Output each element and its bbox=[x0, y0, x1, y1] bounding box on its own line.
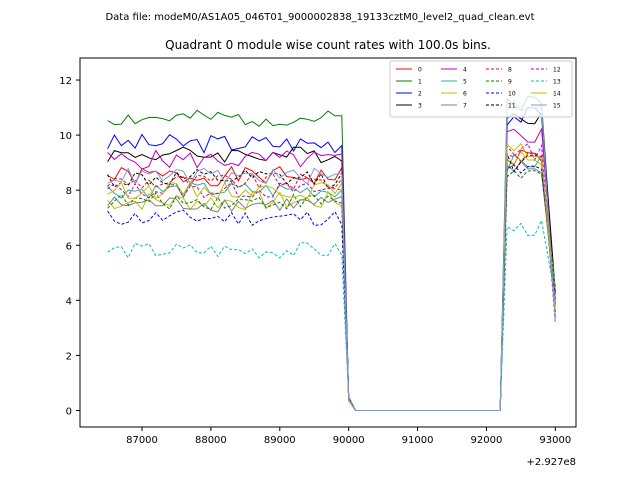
legend-label: 15 bbox=[553, 103, 561, 110]
series-line-15 bbox=[107, 100, 556, 411]
x-tick-label: 89000 bbox=[264, 435, 296, 446]
legend-box bbox=[389, 60, 573, 118]
legend-label: 2 bbox=[418, 91, 422, 98]
y-tick-label: 2 bbox=[66, 351, 72, 362]
x-tick-label: 87000 bbox=[126, 435, 158, 446]
x-tick-label: 90000 bbox=[333, 435, 365, 446]
x-axis: 87000 88000 89000 90000 91000 92000 93000 bbox=[126, 427, 571, 446]
legend-label: 3 bbox=[418, 103, 422, 110]
series-line-5 bbox=[107, 153, 556, 411]
series-line-6 bbox=[107, 151, 556, 411]
x-tick-label: 91000 bbox=[402, 435, 434, 446]
legend-label: 6 bbox=[463, 91, 467, 98]
y-axis: 0 2 4 6 8 10 12 bbox=[59, 76, 80, 417]
x-axis-offset-label: +2.927e8 bbox=[526, 457, 576, 468]
series-line-10 bbox=[107, 164, 556, 411]
legend-label: 5 bbox=[463, 79, 467, 86]
legend-label: 1 bbox=[418, 79, 422, 86]
x-tick-label: 93000 bbox=[539, 435, 571, 446]
legend-label: 12 bbox=[553, 67, 561, 74]
legend-label: 4 bbox=[463, 67, 467, 74]
legend-label: 7 bbox=[463, 103, 467, 110]
y-tick-label: 10 bbox=[59, 131, 72, 142]
series-line-11 bbox=[107, 153, 556, 411]
y-tick-label: 8 bbox=[66, 186, 72, 197]
legend-label: 14 bbox=[553, 91, 561, 98]
series-line-14 bbox=[107, 142, 556, 411]
series-line-2 bbox=[107, 106, 556, 411]
legend-label: 10 bbox=[508, 91, 516, 98]
series-line-1 bbox=[107, 96, 556, 411]
plot-series-group bbox=[107, 96, 556, 411]
figure-suptitle: Data file: modeM0/AS1A05_046T01_90000028… bbox=[105, 12, 534, 23]
chart-title: Quadrant 0 module wise count rates with … bbox=[165, 38, 491, 52]
legend-label: 0 bbox=[418, 67, 422, 74]
x-tick-label: 92000 bbox=[471, 435, 503, 446]
y-tick-label: 0 bbox=[66, 406, 72, 417]
y-tick-label: 12 bbox=[59, 76, 72, 87]
legend-label: 9 bbox=[508, 79, 512, 86]
series-line-9 bbox=[107, 170, 556, 411]
legend-label: 8 bbox=[508, 67, 512, 74]
legend-label: 13 bbox=[553, 79, 561, 86]
plot-frame bbox=[79, 57, 577, 428]
x-tick-label: 88000 bbox=[195, 435, 227, 446]
legend-label: 11 bbox=[508, 103, 516, 110]
y-tick-label: 4 bbox=[66, 296, 72, 307]
series-line-8 bbox=[107, 145, 556, 411]
y-tick-label: 6 bbox=[66, 241, 72, 252]
series-line-13 bbox=[107, 218, 556, 411]
